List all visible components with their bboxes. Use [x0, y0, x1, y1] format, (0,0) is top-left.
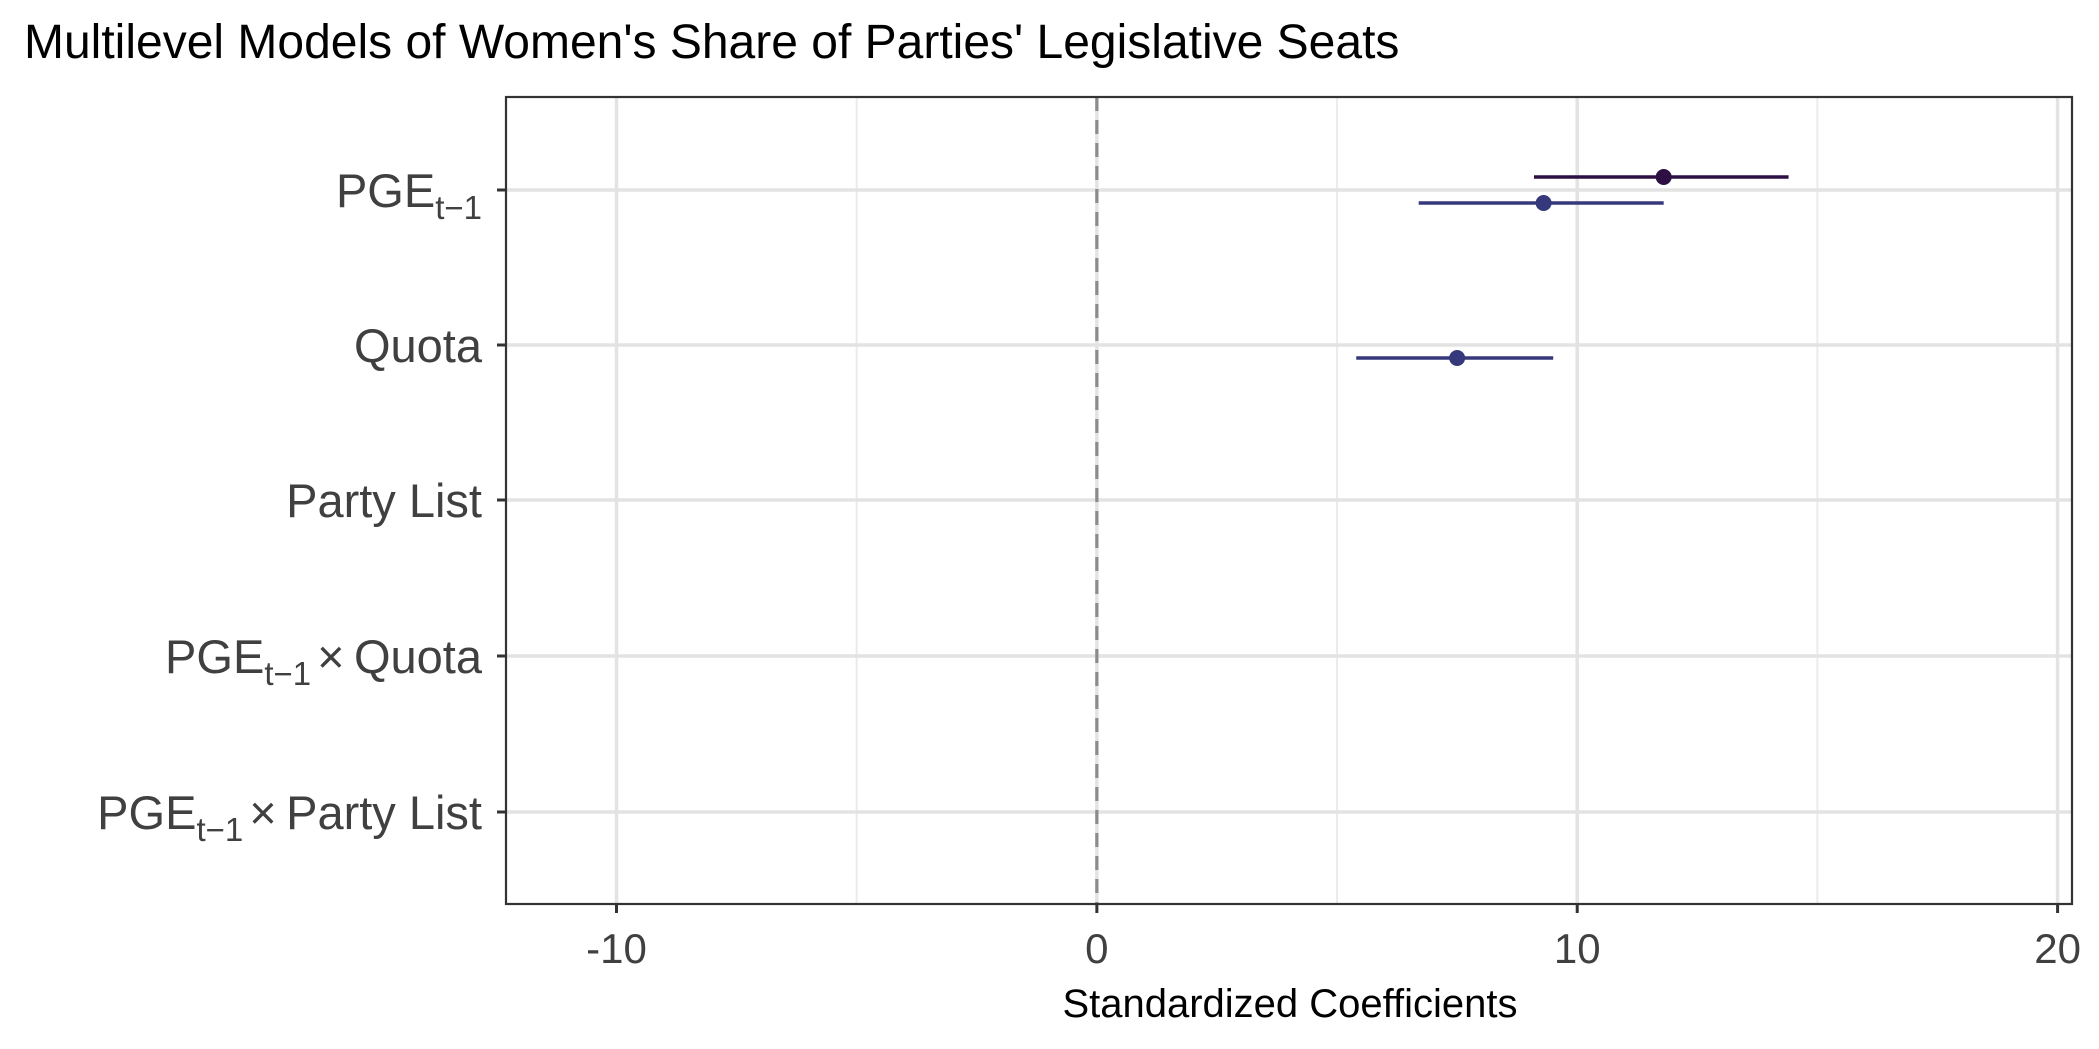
x-axis-label: Standardized Coefficients	[1062, 982, 1517, 1026]
x-tick-label: 10	[1554, 925, 1601, 972]
x-tick-label: 0	[1085, 925, 1108, 972]
y-tick-label-pge: PGEt−1	[336, 164, 482, 226]
point-estimate-pge	[1535, 195, 1552, 211]
x-tick-label: -10	[586, 925, 647, 972]
y-tick-label-party_list: Party List	[286, 474, 482, 527]
point-estimate-quota	[1449, 350, 1466, 366]
chart-title: Multilevel Models of Women's Share of Pa…	[24, 16, 1399, 69]
x-tick-label: 20	[2034, 925, 2081, 972]
y-tick-label-pge_x_quota: PGEt−1 × Quota	[165, 630, 483, 692]
point-estimate-pge	[1655, 169, 1672, 185]
gridlines	[506, 97, 2072, 904]
y-tick-label-pge_x_party_list: PGEt−1 × Party List	[97, 786, 482, 848]
chart-marks	[1356, 169, 1789, 366]
x-axis: -10 0 10 20	[586, 904, 2081, 972]
y-tick-label-quota: Quota	[354, 319, 483, 372]
y-axis: PGEt−1 Quota Party List PGEt−1 × Quota PGEt−1…	[97, 164, 506, 848]
